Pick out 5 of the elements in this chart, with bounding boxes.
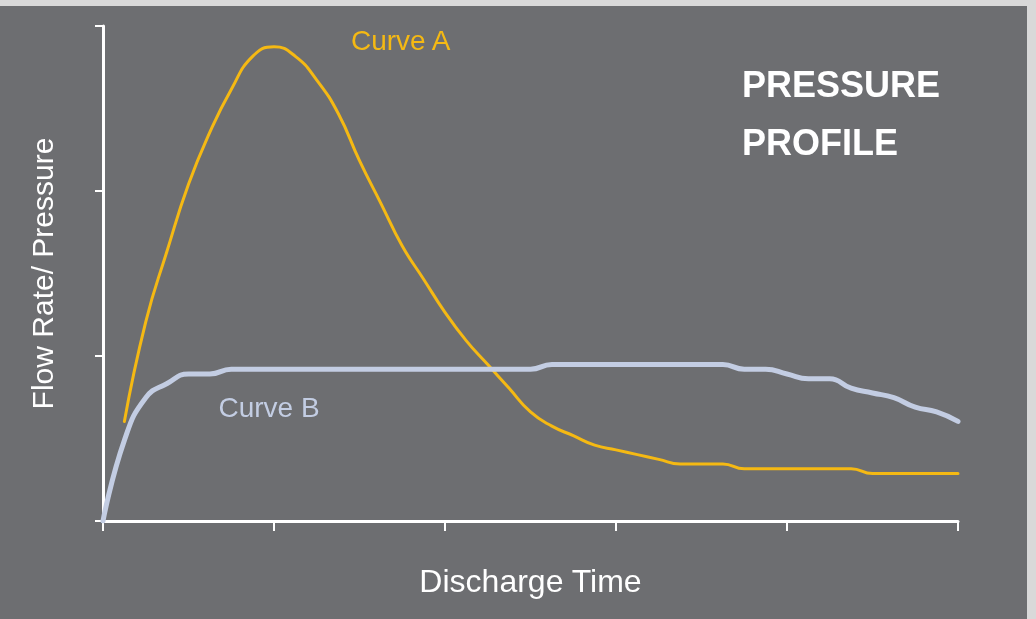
series-label: Curve B: [218, 391, 320, 423]
series-label: Curve A: [350, 25, 451, 57]
x-axis-title: Discharge Time: [419, 563, 642, 599]
y-axis-title: Flow Rate/ Pressure: [25, 137, 59, 410]
text: PRESSURE PROFILE: [741, 63, 941, 163]
